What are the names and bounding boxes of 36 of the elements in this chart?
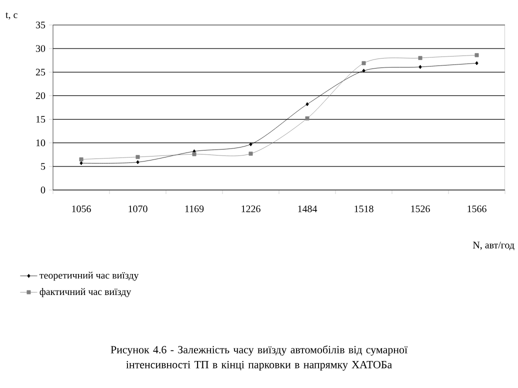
point [362,68,366,73]
point [474,53,479,58]
x-tick-label: 1056 [72,206,91,212]
point [79,157,84,162]
point [136,160,140,164]
point [192,152,196,156]
x-tick-label: 1070 [128,206,148,212]
point [418,64,422,69]
y-tick-label: 0 [40,186,46,194]
point [248,152,253,156]
text: Рисунок 4.6 - Залежність часу виїзду автомобілів від сумарної інтенсивності ТП в кінці парковки в напрямку ХАТОБа [110,345,408,371]
y-tick-label: 20 [36,92,46,100]
x-tick-label: 1226 [242,206,260,212]
point [249,142,252,146]
x-tick-label: 1526 [411,206,430,212]
point [418,56,422,60]
y-tick-label: 15 [36,116,46,123]
y-tick-label: 35 [36,22,46,28]
x-tick-label: 1566 [468,206,486,212]
point [306,102,309,106]
point [305,116,310,120]
legend-label: теоретичний час виїзду [40,272,139,281]
x-axis-title: N, авт/год [472,242,514,250]
y-tick-label: 30 [36,45,46,52]
y-tick-label: 5 [41,163,46,170]
point [362,61,366,66]
x-tick-label: 1484 [298,206,318,212]
legend-label: фактичний час виїзду [40,288,132,298]
y-axis-title: t, с [6,12,18,20]
point [136,155,140,159]
y-tick-label: 25 [36,68,46,76]
point [475,61,478,66]
point [80,161,83,166]
x-tick-label: 1169 [185,206,204,212]
y-tick-label: 10 [36,139,46,146]
x-tick-label: 1518 [354,206,374,212]
